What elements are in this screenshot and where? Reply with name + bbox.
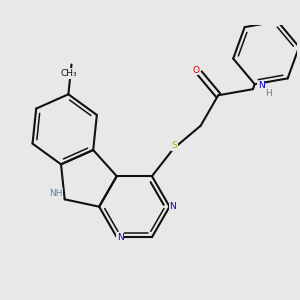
Text: N: N xyxy=(169,202,176,211)
Text: O: O xyxy=(193,66,200,75)
Text: N: N xyxy=(258,81,265,90)
Text: H: H xyxy=(265,88,272,98)
Text: S: S xyxy=(171,142,177,151)
Text: CH₃: CH₃ xyxy=(61,69,77,78)
Text: N: N xyxy=(117,233,124,242)
Text: NH: NH xyxy=(49,189,63,198)
